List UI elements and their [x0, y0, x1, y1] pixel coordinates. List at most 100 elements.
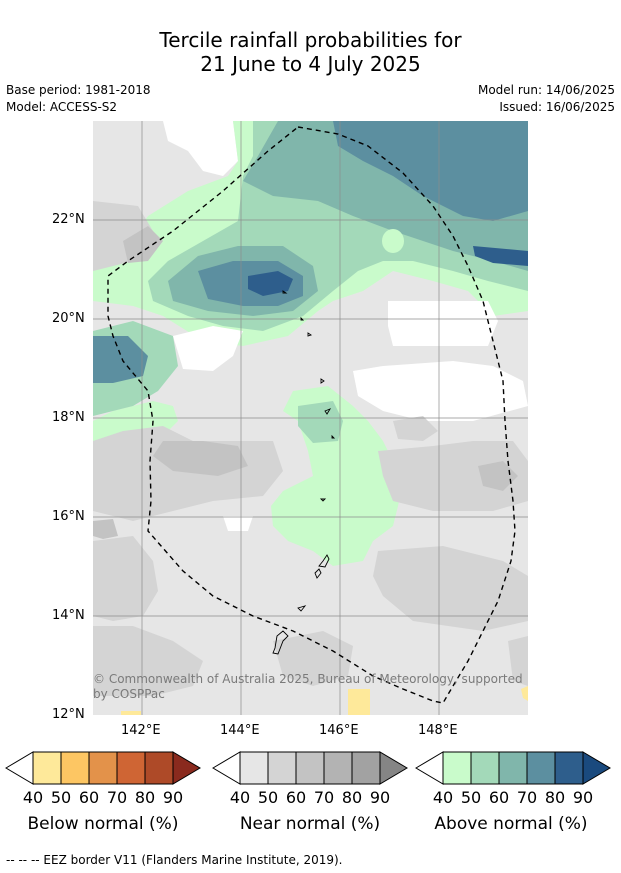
neutral-region: [173, 326, 243, 371]
legend-swatch-above-70: [526, 751, 556, 785]
legend-colorbar-above: [415, 751, 611, 785]
issued-label: Issued: 16/06/2025: [499, 100, 615, 114]
lon-label-148e: 148°E: [418, 723, 458, 738]
lon-label-144e: 144°E: [220, 723, 260, 738]
near-normal-60-region: [373, 546, 528, 631]
neutral-region: [163, 121, 238, 176]
near-normal-70-region: [153, 441, 248, 476]
lat-label-22n: 22°N: [52, 212, 85, 227]
neutral-region: [353, 361, 528, 421]
legend-swatch-above-60: [498, 751, 528, 785]
lat-label-16n: 16°N: [52, 509, 85, 524]
legend-near-label-70: 70: [313, 788, 335, 807]
small-island: [282, 290, 288, 294]
near-normal-region: [93, 121, 163, 196]
legend-near-label-50: 50: [257, 788, 279, 807]
below-normal-region: [521, 686, 528, 701]
legend-swatch-near-70: [323, 751, 353, 785]
legend-colorbar-near: [212, 751, 408, 785]
small-island: [320, 378, 325, 384]
legend-above-title: Above normal (%): [434, 814, 588, 834]
legend-swatch-above-50: [470, 751, 500, 785]
legend-colorbar-below: [5, 751, 201, 785]
neutral-region: [388, 301, 498, 346]
below-normal-region: [348, 689, 370, 715]
base-period-label: Base period: 1981-2018: [6, 83, 151, 97]
legend-swatch-below-lt40: [5, 751, 34, 785]
copyright-line2: by COSPPac: [93, 687, 165, 701]
near-normal-60-region: [508, 636, 528, 686]
legend-below-label-50: 50: [50, 788, 72, 807]
lat-label-20n: 20°N: [52, 311, 85, 326]
copyright-notice: © Commonwealth of Australia 2025, Bureau…: [93, 672, 523, 702]
lat-label-18n: 18°N: [52, 410, 85, 425]
legend-swatch-below-70: [116, 751, 146, 785]
above-normal-80-region: [473, 246, 528, 266]
legend-near-label-60: 60: [285, 788, 307, 807]
guam-island: [272, 630, 289, 655]
legend-swatch-near-40: [239, 751, 269, 785]
copyright-line1: © Commonwealth of Australia 2025, Bureau…: [93, 672, 523, 686]
graticule: [93, 121, 528, 715]
neutral-region: [223, 516, 253, 531]
lon-label-142e: 142°E: [121, 723, 161, 738]
small-island: [331, 434, 336, 439]
above-normal-region: [382, 229, 404, 253]
model-run-label: Model run: 14/06/2025: [477, 83, 615, 97]
eez-footnote: -- -- -- EEZ border V11 (Flanders Marine…: [6, 853, 343, 867]
islands: [272, 290, 336, 655]
legend-swatch-above-40: [442, 751, 472, 785]
small-island: [324, 408, 332, 415]
legend-swatch-below-60: [88, 751, 118, 785]
model-label: Model: ACCESS-S2: [6, 100, 118, 114]
eez-border-line: [107, 126, 516, 704]
above-normal-70-region: [93, 336, 148, 383]
legend-above-label-80: 80: [544, 788, 566, 807]
legend-above-label-90: 90: [572, 788, 594, 807]
legend-near-label-90: 90: [369, 788, 391, 807]
near-normal-60-region: [93, 626, 203, 696]
legend-swatch-near-90: [379, 751, 408, 785]
near-normal-60-region: [378, 441, 528, 511]
near-normal-60-region: [273, 631, 353, 686]
above-normal-80-region: [248, 271, 293, 296]
legend-below-label-70: 70: [106, 788, 128, 807]
near-normal-70-region: [93, 519, 118, 539]
legend-swatch-above-lt40: [415, 751, 444, 785]
legend-swatch-below-90: [172, 751, 201, 785]
legend-below-label-90: 90: [162, 788, 184, 807]
legend-swatch-near-80: [351, 751, 381, 785]
tinian-island: [314, 568, 322, 579]
lat-label-14n: 14°N: [52, 608, 85, 623]
legend-above-label-70: 70: [516, 788, 538, 807]
lat-label-12n: 12°N: [52, 707, 85, 722]
map-title-line2: 21 June to 4 July 2025: [200, 52, 421, 76]
legend-below-title: Below normal (%): [27, 814, 179, 834]
small-island: [307, 332, 313, 337]
near-normal-70-region: [478, 461, 518, 491]
near-normal-60-region: [393, 416, 438, 441]
lon-label-146e: 146°E: [319, 723, 359, 738]
map-canvas: [93, 121, 528, 715]
legend-swatch-below-40: [32, 751, 62, 785]
legend-below-label-60: 60: [78, 788, 100, 807]
legend-swatch-below-80: [144, 751, 174, 785]
small-island: [319, 498, 327, 502]
legend-below-label-40: 40: [22, 788, 44, 807]
below-normal-region: [121, 711, 141, 715]
above-normal-70-region: [333, 121, 528, 221]
legend-near-label-40: 40: [229, 788, 251, 807]
saipan-island: [318, 554, 330, 568]
rainfall-probability-map: [93, 121, 528, 715]
legend-below-label-80: 80: [134, 788, 156, 807]
legend-near-title: Near normal (%): [239, 814, 381, 834]
near-normal-70-region: [123, 226, 163, 263]
legend-above-label-40: 40: [432, 788, 454, 807]
legend-swatch-below-50: [60, 751, 90, 785]
legend-swatch-near-lt40: [212, 751, 241, 785]
legend-near-label-80: 80: [341, 788, 363, 807]
legend-above-label-50: 50: [460, 788, 482, 807]
legend-above-label-60: 60: [488, 788, 510, 807]
rota-island: [297, 605, 307, 612]
small-island: [300, 316, 305, 321]
